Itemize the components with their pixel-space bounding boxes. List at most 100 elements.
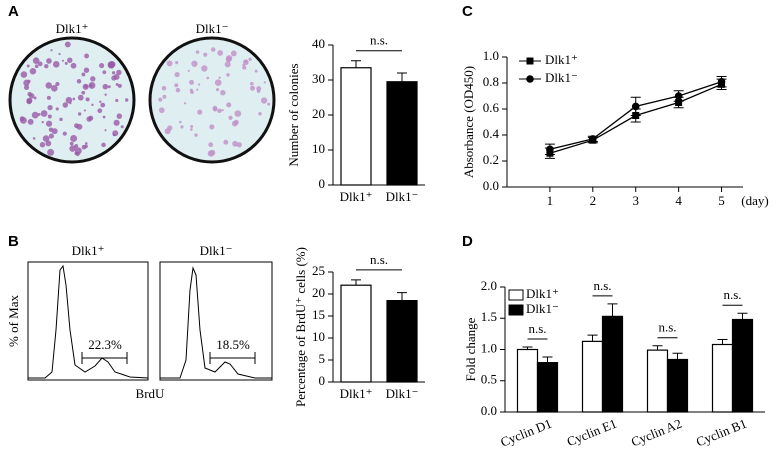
colony [37,61,43,67]
gate [209,352,256,364]
flow-box [159,261,273,381]
annotation: n.s. [723,287,741,302]
marker [675,99,683,106]
bar [601,315,624,413]
colony [174,71,180,78]
colony [77,94,84,101]
colony [102,83,109,90]
y-tick-label: 20 [312,106,325,121]
gate-label: 18.5% [216,337,250,352]
image-label: Dlk1⁺ [56,21,89,36]
annotation: n.s. [370,252,388,267]
colony [175,61,179,65]
colony [256,86,262,92]
colony [254,69,258,73]
marker [631,102,640,111]
colony [115,83,119,86]
colony [211,47,216,52]
colony [104,129,107,132]
colony [117,83,122,88]
x-tick-label: Cyclin D1 [498,416,554,450]
error-bar [737,312,748,320]
colony [27,91,32,97]
error-bar [351,60,361,68]
colony [90,76,96,82]
colony [206,76,210,80]
colony [267,102,271,106]
y-tick-label: 0 [319,176,326,191]
colony [189,88,193,92]
x-tick-label: 3 [632,193,639,208]
y-tick-label: 0.2 [483,152,499,167]
colony [47,114,52,119]
colony-images [8,36,276,164]
colony [187,69,190,72]
colony [69,145,76,152]
marker [546,145,554,154]
colony [26,64,30,68]
colony [84,144,88,149]
flow-histogram [28,264,149,379]
annotation: n.s. [370,33,388,48]
colony [42,135,50,142]
colony [250,85,255,91]
colony [55,81,60,87]
colony [218,76,221,79]
colony [83,67,90,73]
bar [340,284,372,383]
colony [191,60,198,67]
colony [216,88,220,92]
colony [203,52,208,57]
colony [195,50,200,54]
x-tick-label: 2 [590,193,597,208]
colony [233,119,239,125]
colony [220,89,226,96]
colony [113,74,120,80]
colony [27,118,34,125]
colony [224,61,231,68]
y-tick-label: 20 [312,285,325,300]
gate [81,352,128,364]
colony [113,119,120,126]
colony [37,112,41,116]
error-bar [652,345,663,351]
colony [234,110,242,117]
x-tick-label: Dlk1⁺ [340,386,373,401]
legend-label: Dlk1⁺ [545,52,578,67]
y-tick-label: 0 [319,373,326,388]
x-tick-label: Dlk1⁻ [386,386,419,401]
panel-label: C [462,3,473,20]
colony [209,124,215,130]
bar [646,349,669,413]
colony [29,67,37,75]
error-bar [397,72,407,82]
marker [589,135,597,143]
colony [161,85,167,91]
colony [81,90,86,95]
bar [340,67,372,186]
colony [223,139,229,145]
colony [67,57,73,63]
panel-label: B [8,233,19,250]
y-tick-label: 0.4 [483,126,500,141]
colony [194,133,198,137]
y-tick-label: 2.0 [481,278,497,293]
y-tick-label: 40 [312,36,325,51]
y-tick-label: 10 [312,141,325,156]
colony [89,84,93,88]
colony [40,110,48,117]
colony [115,98,119,103]
colony [81,72,86,77]
colony [83,109,86,112]
colony [27,79,31,83]
colony [76,79,82,84]
colony [180,125,184,129]
colony [102,70,107,75]
bar [536,362,559,413]
colony [32,137,36,140]
colony [104,93,107,96]
y-tick-label: 1.0 [481,340,497,355]
colony [162,94,167,99]
colony [197,83,201,86]
